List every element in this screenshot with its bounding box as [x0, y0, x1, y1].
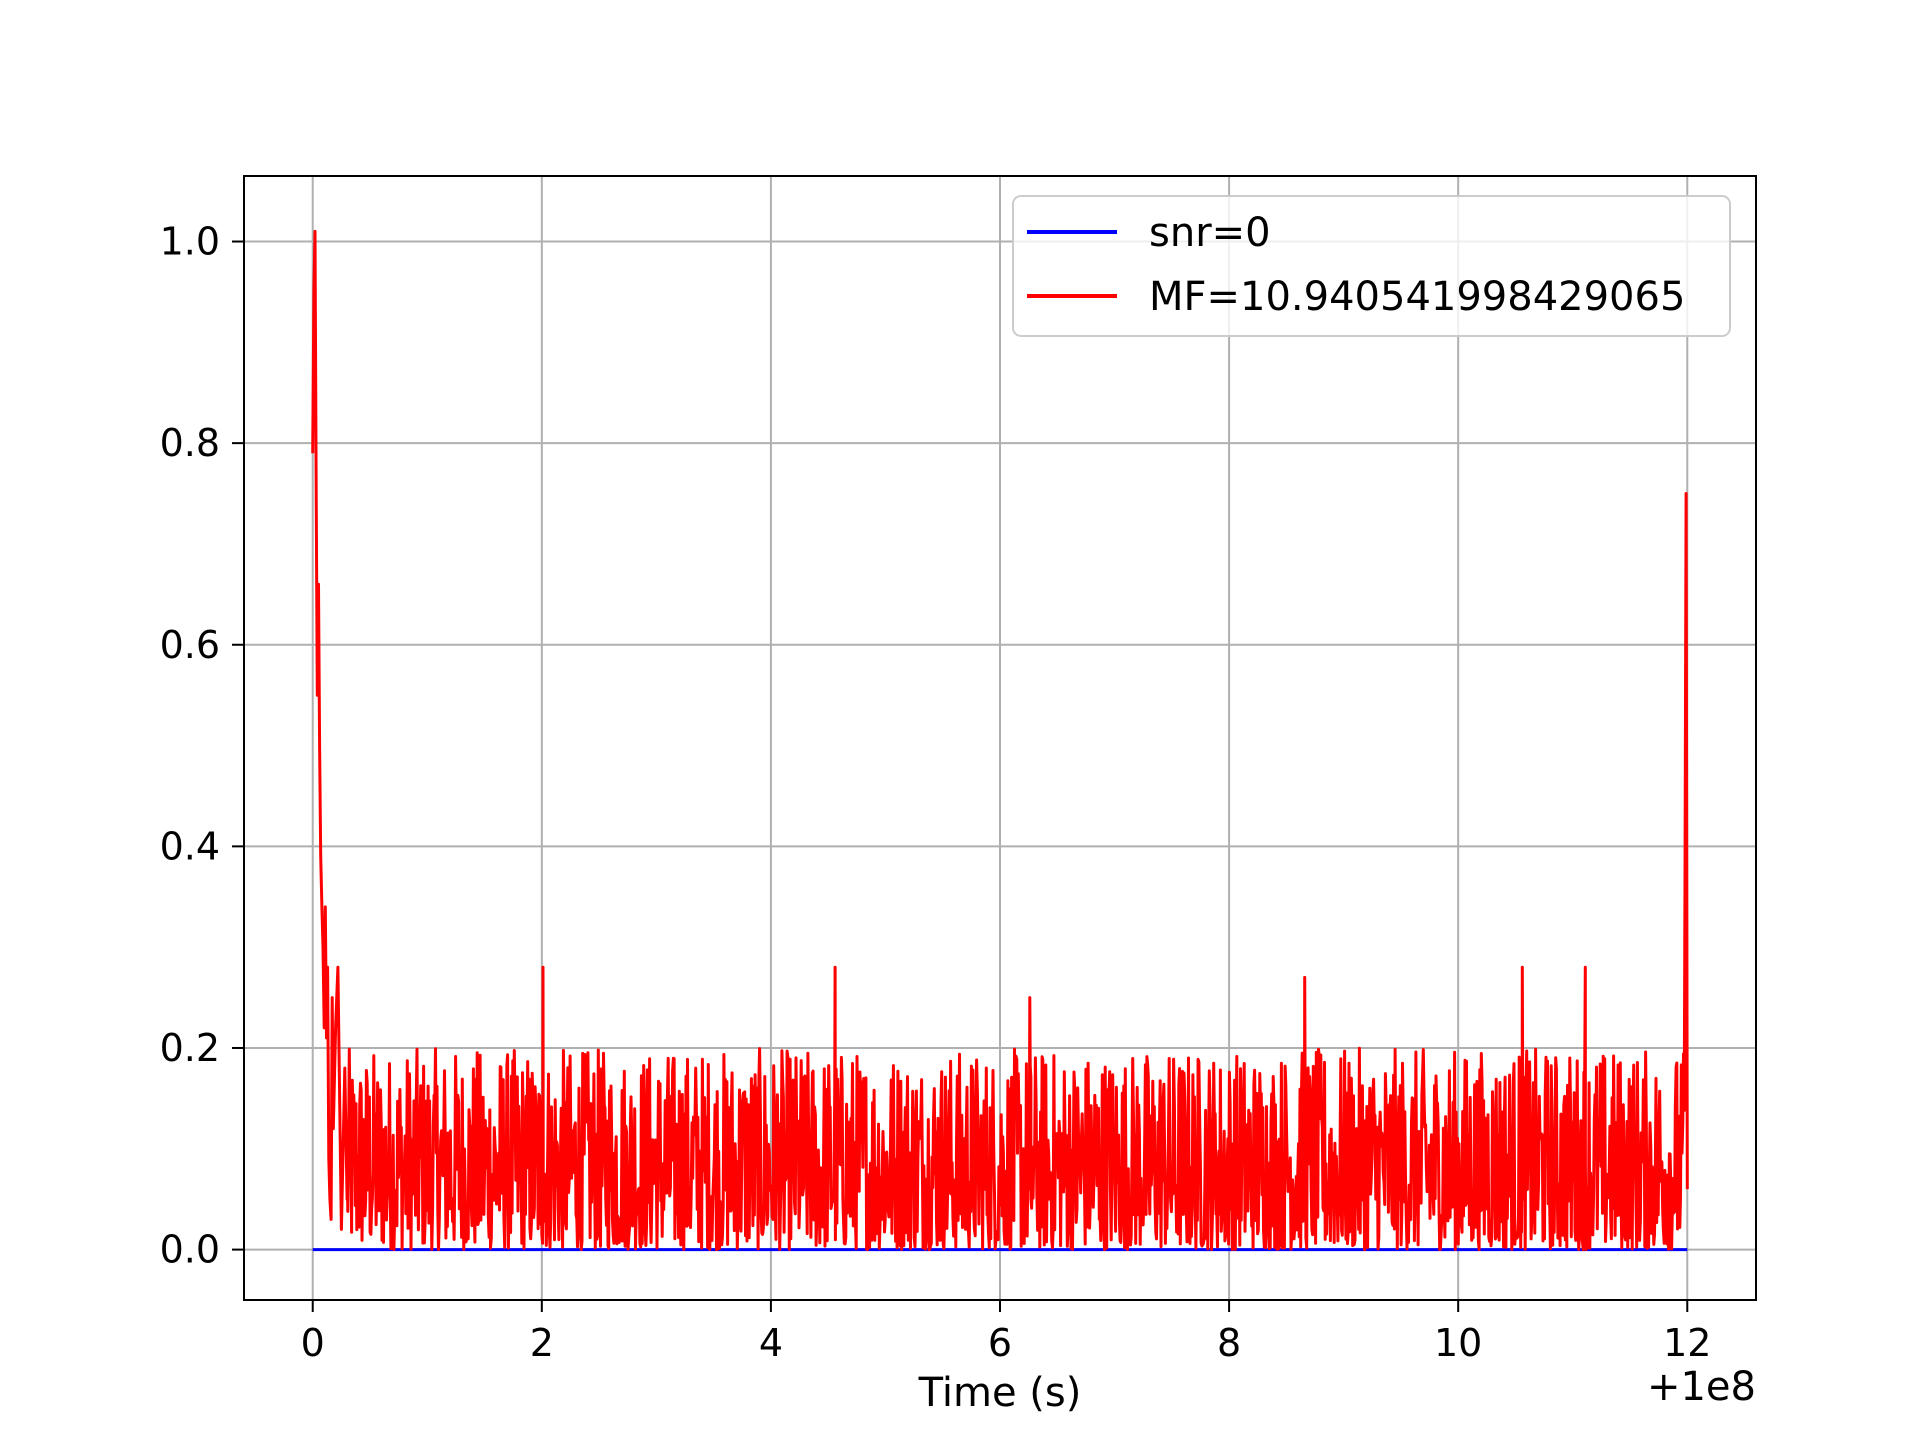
x-tick-label: 12: [1663, 1321, 1711, 1365]
legend-label: MF=10.940541998429065: [1149, 274, 1685, 320]
x-tick-label: 2: [530, 1321, 554, 1365]
y-tick-label: 0.0: [160, 1228, 220, 1272]
y-tick-label: 0.4: [160, 824, 220, 868]
series-line-2: [311, 229, 1689, 1252]
y-tick-label: 0.6: [160, 623, 220, 667]
y-tick-label: 0.8: [160, 421, 220, 465]
x-tick-label: 8: [1217, 1321, 1241, 1365]
x-tick-label: 10: [1434, 1321, 1482, 1365]
legend: snr=0 MF=10.940541998429065: [1012, 195, 1731, 337]
x-tick-label: 6: [988, 1321, 1012, 1365]
x-axis-title: Time (s): [918, 1370, 1082, 1416]
plot-data: [311, 229, 1689, 1252]
x-tick-label: 0: [301, 1321, 325, 1365]
x-axis-offset-label: +1e8: [1647, 1364, 1756, 1410]
y-tick-label: 0.2: [160, 1026, 220, 1070]
legend-box: [1012, 195, 1731, 337]
x-tick-label: 4: [759, 1321, 783, 1365]
axis-ticks: 0 2 4 6 8 10 12 0.0 0.2 0.4 0.6 0.8 1.0: [160, 220, 1712, 1365]
y-tick-label: 1.0: [160, 220, 220, 264]
legend-label: snr=0: [1149, 210, 1271, 256]
